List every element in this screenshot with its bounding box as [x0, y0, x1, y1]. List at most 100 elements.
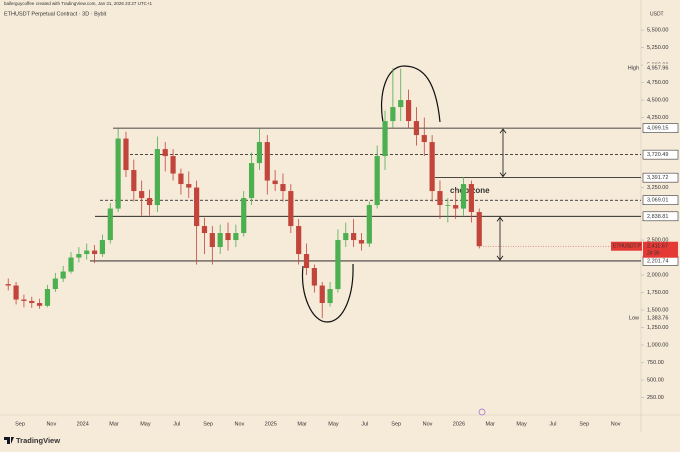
marker-text: Low [629, 316, 639, 322]
header: ballerguycoffee created with TradingView… [4, 1, 153, 6]
y-tick-label: 1,500.00 [647, 307, 668, 313]
marker-text: High [628, 65, 639, 71]
x-tick-label: May [516, 421, 527, 427]
candle-body [194, 187, 200, 227]
x-tick-label: Sep [391, 421, 401, 427]
candle-body [178, 173, 184, 185]
y-tick-label: 1,000.00 [647, 342, 668, 348]
x-tick-label: 2024 [77, 421, 89, 427]
candle-body [209, 233, 215, 248]
candle-body [217, 233, 223, 248]
candle-body [91, 250, 98, 255]
candle-body [44, 289, 51, 306]
x-tick-label: Sep [15, 421, 25, 427]
candle-body [264, 142, 270, 181]
y-tick-label: 3,250.00 [647, 185, 668, 191]
candle-body [131, 170, 137, 192]
candle-body [390, 107, 396, 122]
top-circle-drawing [380, 65, 441, 123]
candle-body [154, 149, 160, 206]
candle-body [335, 240, 341, 290]
marker-label: 1,383.76 [647, 316, 668, 322]
level-label-box [642, 123, 679, 133]
candle-body [241, 198, 247, 234]
level-label: 2,201.74 [647, 258, 668, 264]
candle-body [405, 100, 412, 122]
arrow-head [499, 128, 507, 134]
candle-body [99, 240, 106, 255]
marker-box [643, 313, 678, 323]
candle-body [460, 184, 467, 209]
candle-body [288, 191, 294, 227]
candle-body [107, 208, 113, 241]
candle-body [303, 254, 310, 269]
x-tick-label: Jul [361, 421, 368, 427]
symbol-label: ETHUSDT.P [613, 244, 641, 250]
bottom-circle-drawing [301, 263, 354, 323]
y-tick-label: 750.00 [647, 360, 664, 366]
arrow-head [496, 255, 504, 261]
y-tick-label: 250.00 [647, 395, 664, 401]
y-tick-label: 500.00 [647, 377, 664, 383]
x-tick-label: Mar [109, 421, 119, 427]
level-label: 3,720.49 [647, 152, 668, 158]
x-tick-label: Sep [579, 421, 589, 427]
x-tick-label: Nov [235, 421, 245, 427]
level-label-box [642, 172, 679, 183]
level-label: 2,838.81 [647, 214, 668, 220]
level-label: 3,391.72 [647, 175, 668, 181]
candle-body [453, 205, 459, 209]
y-tick-label: 1,250.00 [647, 325, 668, 331]
candle-body [476, 212, 482, 247]
candle-body [358, 240, 365, 244]
symbol-box [611, 241, 642, 251]
candle-body [233, 233, 239, 241]
candle-body [256, 142, 263, 164]
candle-body [398, 100, 404, 108]
candle-body [319, 285, 325, 304]
level-label-box [642, 195, 679, 205]
candle-body [225, 233, 231, 241]
candle-body [445, 205, 451, 206]
chart-title: ETHUSDT Perpetual Contract · 3D · Bybit [4, 11, 107, 17]
candle-body [248, 163, 255, 199]
candle-body [37, 303, 43, 306]
countdown: 2d 3h [647, 251, 660, 257]
y-tick-label: 1,750.00 [647, 290, 668, 296]
x-tick-label: Nov [46, 421, 56, 427]
candle-body [162, 149, 168, 157]
x-tick-label: May [328, 421, 339, 427]
candle-body [201, 226, 208, 234]
x-tick-label: Mar [297, 421, 307, 427]
candle-body [68, 257, 74, 272]
arrow-head [499, 172, 507, 178]
y-tick-label: 5,250.00 [647, 45, 668, 51]
event-marker [478, 408, 486, 416]
x-tick-label: Jul [173, 421, 180, 427]
level-label-box [642, 211, 679, 222]
candle-body [413, 121, 420, 136]
candle-body [76, 254, 82, 258]
candle-body [327, 289, 333, 304]
level-label: 3,069.01 [647, 198, 668, 204]
candle-body [115, 138, 121, 209]
candle-body [421, 135, 427, 143]
candle-body [311, 268, 317, 286]
level-label-box [642, 149, 679, 160]
candle-body [29, 300, 35, 304]
logo-icon [4, 437, 14, 444]
x-tick-label: Mar [486, 421, 496, 427]
candle-body [374, 156, 380, 206]
candle-body [272, 180, 278, 185]
y-tick-label: 4,500.00 [647, 98, 668, 104]
y-tick-label: 2,000.00 [647, 272, 668, 278]
x-tick-label: Jul [549, 421, 556, 427]
x-tick-label: 2025 [265, 421, 277, 427]
candle-body [280, 184, 286, 192]
marker-box [643, 63, 678, 73]
x-tick-label: Nov [423, 421, 433, 427]
candle-body [351, 233, 357, 241]
candle-body [13, 285, 19, 300]
